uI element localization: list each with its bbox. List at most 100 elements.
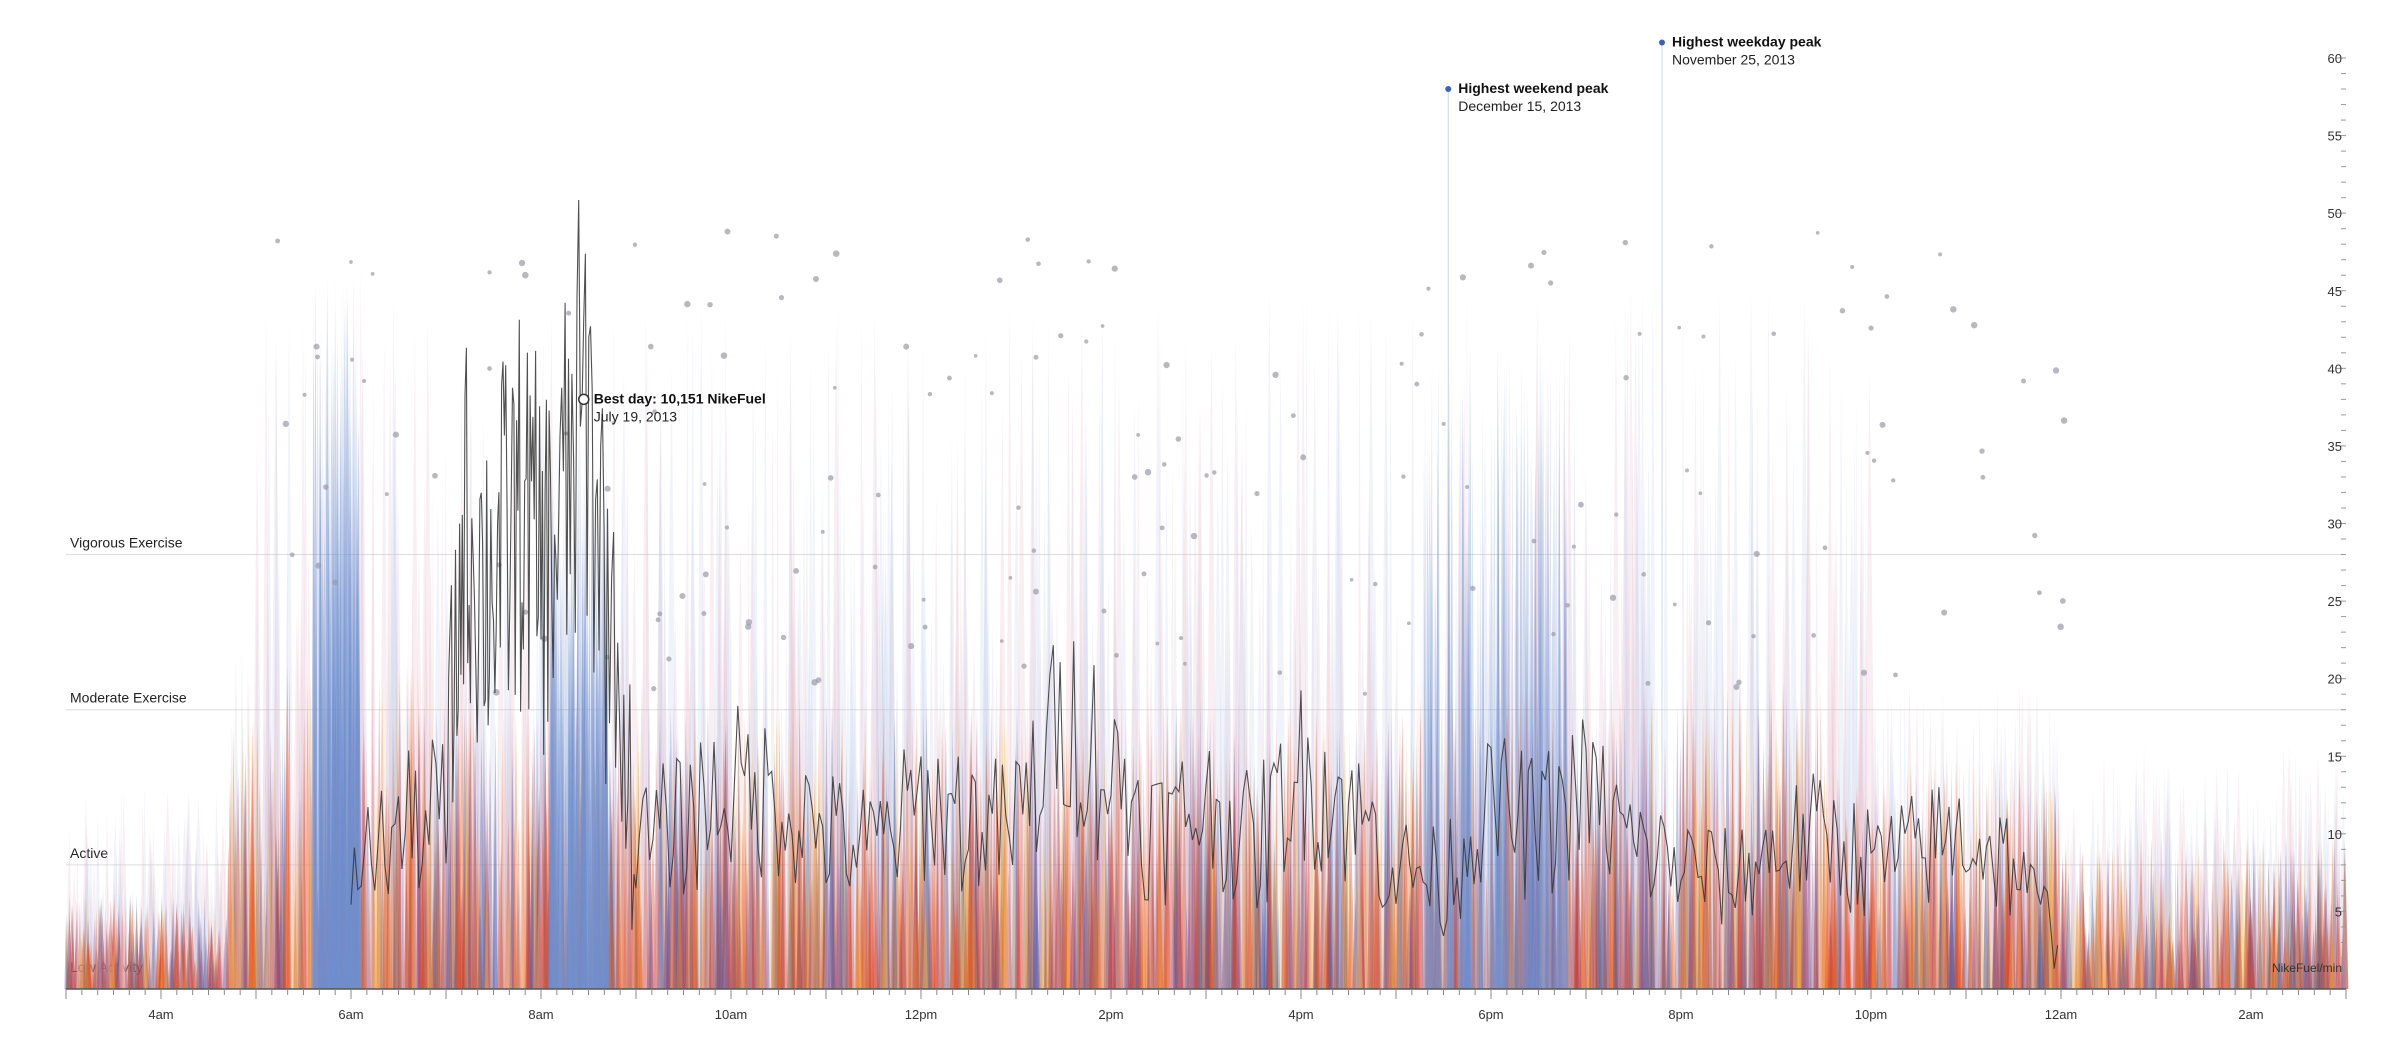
area-spike: [363, 707, 369, 989]
area-spike: [1113, 894, 1117, 989]
area-spike: [1643, 891, 1649, 989]
area-spike: [1845, 919, 1852, 989]
area-spike: [2294, 901, 2302, 989]
area-spike: [686, 668, 693, 989]
area-spike: [1687, 836, 1695, 989]
area-spike: [786, 367, 796, 989]
area-spike: [1111, 620, 1119, 989]
area-spike: [1646, 721, 1653, 989]
peak-dot: [1114, 652, 1119, 658]
area-spike: [250, 846, 256, 989]
area-spike: [1503, 453, 1511, 990]
area-spike: [666, 707, 675, 989]
area-spike: [881, 709, 885, 989]
area-spike: [576, 476, 585, 989]
area-spike: [327, 750, 331, 989]
area-spike: [1462, 537, 1468, 989]
area-spike: [839, 480, 849, 989]
area-spike: [1074, 732, 1082, 989]
area-spike: [720, 401, 733, 989]
x-tick-label: 2am: [2238, 1007, 2263, 1022]
area-spike: [1360, 729, 1368, 989]
area-spike: [401, 779, 404, 989]
area-spike: [587, 847, 591, 989]
area-spike: [2227, 822, 2242, 989]
area-spike: [1070, 740, 1078, 989]
area-spike: [719, 888, 723, 989]
area-spike: [2276, 848, 2285, 989]
area-spike: [1761, 731, 1765, 989]
area-spike: [477, 738, 486, 989]
area-spike: [648, 821, 653, 989]
area-spike: [1124, 850, 1127, 989]
area-spike: [1753, 389, 1761, 989]
peak-dot: [1465, 485, 1470, 489]
area-spike: [1752, 855, 1760, 989]
area-spike: [1433, 841, 1440, 989]
area-spike: [773, 753, 779, 989]
area-spike: [197, 945, 203, 989]
area-spike: [1748, 376, 1757, 989]
area-spike: [684, 823, 687, 989]
area-spike: [993, 785, 999, 989]
area-spike: [180, 956, 187, 989]
area-spike: [115, 825, 124, 989]
area-spike: [2154, 856, 2163, 989]
area-spike: [1078, 467, 1084, 989]
area-spike: [1199, 747, 1203, 989]
area-spike: [2042, 826, 2050, 989]
area-spike: [462, 765, 470, 989]
area-spike: [652, 738, 659, 989]
area-spike: [1503, 342, 1510, 990]
y-tick-label: 25: [2328, 594, 2342, 609]
area-spike: [1623, 596, 1631, 989]
area-spike: [391, 693, 402, 989]
area-spike: [953, 830, 957, 989]
area-spike: [1697, 870, 1706, 989]
area-spike: [687, 776, 695, 989]
area-spike: [1019, 710, 1024, 989]
area-spike: [734, 536, 747, 989]
area-spike: [348, 679, 352, 989]
area-spike: [297, 660, 303, 989]
area-spike: [944, 800, 949, 989]
area-spike: [1355, 622, 1370, 989]
area-spike: [1495, 717, 1503, 989]
area-spike: [838, 711, 846, 989]
area-spike: [714, 646, 721, 989]
peak-dot: [1884, 294, 1890, 299]
area-spike: [1269, 838, 1275, 989]
area-spike: [1202, 876, 1211, 989]
area-spike: [1920, 803, 1925, 989]
peak-dot: [812, 276, 819, 283]
area-spike: [879, 840, 888, 989]
area-spike: [2069, 802, 2078, 989]
area-spike: [1624, 830, 1631, 989]
area-spike: [855, 761, 860, 989]
area-spike: [394, 693, 404, 989]
area-spike: [1660, 848, 1664, 989]
area-spike: [1343, 870, 1350, 989]
area-spike: [2293, 924, 2296, 989]
area-spike: [1915, 889, 1924, 989]
area-spike: [976, 788, 982, 989]
peak-dot: [1277, 670, 1283, 675]
area-spike: [656, 868, 663, 989]
area-spike: [477, 905, 482, 989]
area-spike: [2030, 686, 2044, 989]
area-spike: [394, 667, 399, 989]
area-spike: [1613, 735, 1620, 989]
area-spike: [1690, 799, 1693, 989]
area-spike: [616, 709, 626, 989]
area-spike: [2181, 834, 2194, 989]
area-spike: [1674, 704, 1680, 989]
area-spike: [454, 704, 462, 989]
area-spike: [1804, 889, 1807, 989]
area-spike: [2205, 944, 2212, 989]
area-spike: [933, 755, 936, 989]
area-spike: [1232, 785, 1237, 989]
area-spike: [782, 801, 786, 989]
area-spike: [990, 664, 1002, 989]
area-spike: [1244, 752, 1252, 989]
